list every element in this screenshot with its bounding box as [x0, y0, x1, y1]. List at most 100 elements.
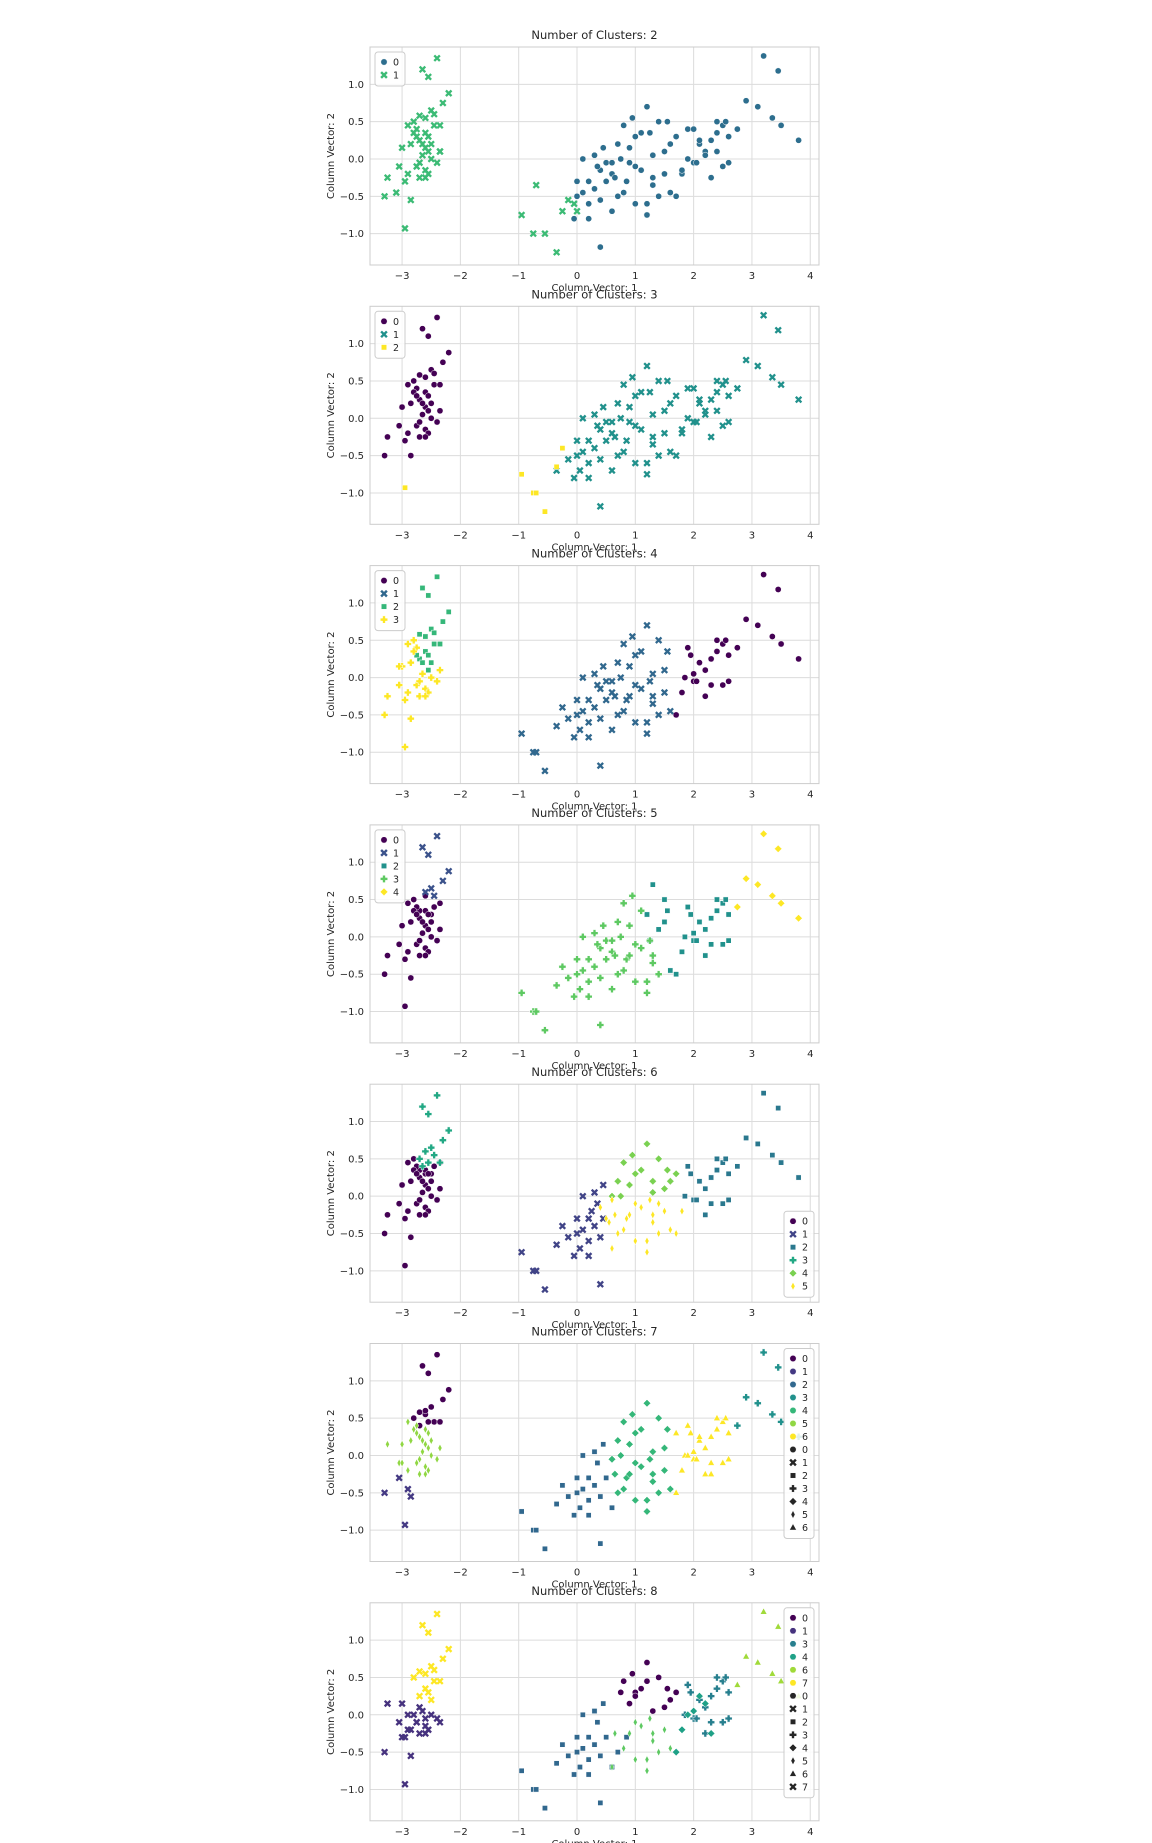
data-point	[631, 977, 640, 986]
data-point	[398, 403, 406, 411]
data-point	[637, 1462, 646, 1471]
data-point	[681, 1193, 688, 1200]
data-point	[428, 1436, 434, 1445]
data-point	[416, 1196, 423, 1204]
data-point	[404, 1485, 412, 1493]
data-point	[696, 1178, 703, 1185]
legend-marker	[790, 1281, 796, 1291]
data-point	[721, 1413, 730, 1421]
data-point	[410, 896, 418, 903]
data-point	[628, 1151, 637, 1160]
x-tick-label: −1	[511, 271, 526, 282]
data-point	[625, 1470, 634, 1479]
data-point	[648, 1188, 657, 1197]
data-point	[662, 1206, 667, 1216]
x-axis-label: Column Vector: 1	[551, 542, 637, 553]
data-point	[734, 125, 741, 133]
data-point	[794, 914, 803, 923]
data-point	[631, 1692, 639, 1700]
legend-label: 2	[802, 1717, 808, 1728]
data-point	[608, 207, 616, 215]
data-point	[596, 243, 604, 251]
data-point	[436, 1718, 444, 1726]
data-point	[424, 1370, 432, 1377]
data-point	[401, 955, 409, 963]
data-point	[576, 985, 584, 993]
data-point	[725, 651, 732, 659]
data-point	[619, 899, 628, 908]
data-point	[430, 1151, 438, 1159]
data-point	[395, 662, 403, 671]
data-point	[768, 1410, 777, 1419]
data-point	[573, 1214, 581, 1223]
legend-label: 1	[393, 589, 399, 600]
data-point	[684, 384, 692, 393]
data-point	[707, 433, 715, 441]
legend-marker	[790, 1244, 796, 1251]
data-point	[571, 1771, 577, 1778]
data-point	[584, 992, 593, 1001]
data-point	[663, 1425, 672, 1434]
y-tick-label: 0.5	[348, 1414, 364, 1425]
data-point	[707, 655, 715, 663]
data-point	[687, 911, 694, 918]
data-point	[428, 659, 435, 666]
legend-label: 1	[802, 1626, 808, 1637]
data-point	[690, 384, 698, 393]
legend-marker	[380, 58, 388, 66]
data-point	[401, 177, 409, 185]
data-point	[570, 992, 578, 1001]
data-point	[395, 422, 403, 430]
series-2	[681, 1090, 802, 1218]
data-point	[692, 418, 701, 426]
data-point	[660, 1466, 669, 1475]
data-point	[392, 188, 400, 197]
data-point	[424, 332, 432, 340]
data-point	[570, 474, 578, 482]
data-point	[404, 429, 412, 437]
data-point	[754, 621, 762, 629]
data-point	[655, 636, 663, 644]
data-point	[445, 89, 453, 97]
series-4	[607, 1139, 681, 1201]
data-point	[648, 1177, 657, 1186]
data-point	[649, 881, 656, 888]
x-axis-label: Column Vector: 1	[551, 1839, 637, 1843]
data-point	[574, 1474, 580, 1481]
legend-label: 0	[393, 835, 399, 846]
data-point	[661, 919, 668, 925]
data-point	[608, 418, 616, 426]
data-point	[725, 159, 732, 167]
data-point	[425, 592, 432, 599]
data-point	[419, 1189, 426, 1196]
data-point	[591, 1448, 598, 1455]
series-3	[415, 1091, 453, 1171]
data-point	[433, 832, 441, 840]
data-point	[664, 118, 671, 126]
data-point	[424, 1185, 432, 1193]
data-point	[398, 922, 406, 930]
data-point	[608, 466, 616, 475]
data-point	[614, 1749, 621, 1756]
data-point	[579, 1226, 587, 1234]
data-point	[415, 692, 424, 701]
legend-marker	[381, 603, 387, 610]
legend-box	[783, 1348, 815, 1539]
data-point	[418, 140, 427, 148]
data-point	[724, 1454, 733, 1462]
data-point	[415, 174, 424, 182]
legend-label: 1	[393, 848, 399, 859]
data-point	[625, 662, 634, 671]
data-point	[631, 1429, 640, 1438]
series-2	[518, 1700, 630, 1811]
data-point	[436, 381, 444, 389]
data-point	[661, 1703, 668, 1711]
data-point	[678, 1466, 686, 1474]
data-point	[518, 471, 525, 478]
data-point	[616, 1192, 625, 1201]
scatter-points	[381, 311, 803, 515]
legend-label: 4	[802, 1497, 808, 1508]
series-0	[381, 892, 444, 1010]
data-point	[707, 136, 715, 144]
data-point	[579, 1452, 586, 1459]
